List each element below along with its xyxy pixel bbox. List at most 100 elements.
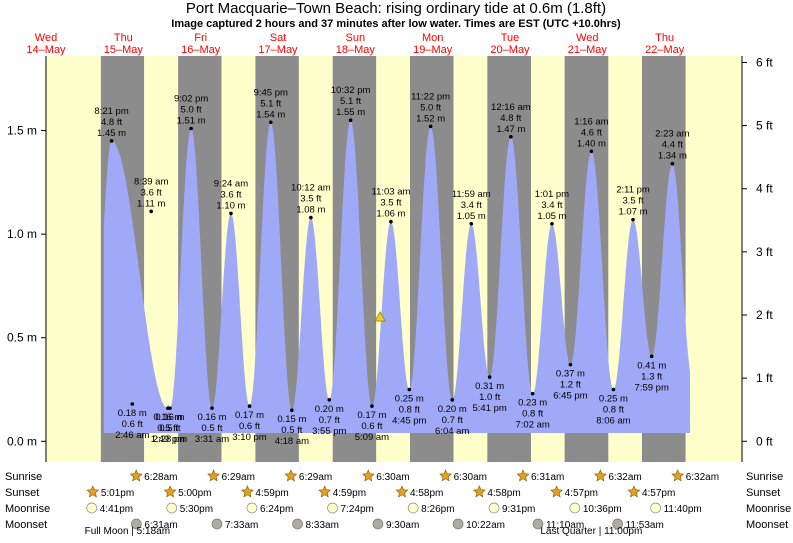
y-right-tick-label: 2 ft (756, 308, 773, 322)
chart-title: Port Macquarie–Town Beach: rising ordina… (186, 0, 606, 17)
moonset-time: 10:22am (466, 520, 505, 531)
day-weekday-label: Fri (194, 32, 207, 44)
tide-label: 0.18 m (118, 408, 147, 419)
tide-label: 0.16 m (153, 412, 182, 423)
tide-label: 0.37 m (556, 369, 585, 380)
tide-label: 1.55 m (336, 107, 365, 118)
tide-label: 9:45 pm (254, 87, 288, 98)
tide-point (130, 402, 135, 406)
tide-label: 9:02 pm (174, 94, 208, 105)
tide-label: 1.2 ft (560, 380, 581, 391)
tide-label: 5.1 ft (340, 96, 361, 107)
tide-label: 6:04 am (435, 426, 469, 437)
y-left-tick-label: 1.0 m (7, 227, 37, 241)
tide-label: 0.16 m (197, 412, 226, 423)
tide-label: 1.51 m (177, 116, 206, 127)
day-date-label: 17–May (258, 44, 298, 56)
moonrise-icon (327, 502, 338, 514)
sunset-icon (472, 485, 486, 498)
tide-label: 8:21 pm (94, 106, 128, 117)
tide-point (568, 362, 573, 367)
tide-label: 7:59 pm (635, 382, 669, 393)
moonset-time: 8:33am (306, 520, 339, 531)
tide-label: 1.45 m (97, 128, 126, 139)
tide-label: 0.41 m (637, 360, 666, 371)
moonset-icon (130, 518, 142, 530)
day-date-label: 19–May (413, 44, 453, 56)
moonset-time: 6:31am (144, 520, 177, 531)
tide-point (428, 124, 433, 129)
tide-label: 8:39 am (134, 176, 168, 187)
day-weekday-label: Sat (270, 32, 287, 44)
tide-label: 1.0 ft (479, 392, 500, 403)
tide-label: 2:11 pm (616, 185, 650, 196)
tide-label: 0.6 ft (361, 421, 382, 432)
sunset-icon (86, 485, 100, 498)
moonrise-icon (246, 502, 258, 514)
tide-label: 1.40 m (577, 138, 606, 149)
tide-level-area (103, 120, 691, 433)
sunrise-icon (594, 469, 607, 482)
tide-label: 4.8 ft (500, 113, 521, 124)
moonrise-icon (86, 502, 98, 514)
tide-label: 3:10 pm (232, 432, 266, 443)
moonrise-time: 8:26pm (421, 504, 454, 515)
sunrise-time: 6:28am (144, 472, 177, 483)
y-right-tick-label: 0 ft (756, 434, 773, 448)
sunset-time: 5:01pm (101, 488, 134, 499)
sunrise-icon (516, 469, 530, 482)
sunrise-icon (129, 469, 143, 482)
tide-point (487, 375, 492, 379)
tide-label: 0.20 m (315, 404, 344, 415)
tide-label: 5.1 ft (260, 98, 281, 109)
tide-label: 12:16 am (491, 102, 531, 113)
moonset-time: 7:33am (225, 520, 258, 531)
tide-label: 0.5 ft (159, 423, 180, 434)
moonrise-icon (166, 502, 178, 514)
tide-label: 4:45 pm (392, 416, 426, 427)
row-label-moonrise: Moonrise (5, 503, 50, 515)
sunset-time: 4:58pm (410, 488, 443, 499)
sunset-time: 4:58pm (487, 488, 520, 499)
sunrise-time: 6:30am (376, 472, 409, 483)
sunset-icon (163, 485, 177, 498)
row-label-sunrise: Sunrise (5, 471, 42, 483)
tide-label: 1.11 m (137, 198, 165, 209)
tide-label: 3:55 pm (312, 426, 346, 437)
tide-point (450, 398, 455, 402)
day-weekday-label: Wed (35, 32, 57, 44)
tide-label: 1:01 pm (535, 189, 569, 200)
sunrise-icon (207, 469, 221, 482)
tide-label: 0.8 ft (603, 405, 624, 416)
tide-label: 0.8 ft (522, 409, 543, 420)
tide-label: 10:12 am (291, 183, 331, 194)
moonset-icon (452, 518, 464, 530)
sunset-time: 4:57pm (565, 488, 598, 499)
tide-label: 11:22 pm (411, 91, 450, 102)
chart-subtitle: Image captured 2 hours and 37 minutes af… (171, 18, 621, 30)
tide-point (309, 215, 313, 220)
axes: 0.0 m 0.5 m 1.0 m 1.5 m 0 ft 1 ft 2 ft 3 ft 4 ft… (7, 55, 773, 462)
day-date-label: 15–May (104, 44, 144, 56)
moonrise-time: 5:30pm (180, 504, 213, 515)
moonrise-icon (650, 502, 661, 514)
sunrise-time: 6:32am (608, 472, 641, 483)
tide-label: 9:24 am (214, 178, 248, 189)
row-label-sunset: Sunset (5, 487, 39, 499)
sunrise-icon (671, 469, 685, 482)
tide-label: 1.10 m (216, 200, 245, 211)
tide-point (407, 387, 412, 392)
tide-label: 1.3 ft (641, 371, 662, 382)
moon-phase-label: Last Quarter | 11:00pm (540, 526, 642, 537)
moonrise-time: 7:24pm (341, 504, 374, 515)
tide-label: 0.31 m (475, 381, 504, 392)
sunrise-time: 6:32am (686, 472, 719, 483)
moonset-icon (211, 518, 223, 530)
moonrise-time: 6:24pm (260, 504, 293, 515)
tide-label: 4.6 ft (581, 127, 602, 138)
tide-point (268, 120, 273, 125)
tide-point (670, 161, 675, 166)
sunrise-icon (439, 469, 452, 482)
tide-point (649, 354, 654, 359)
day-weekday-label: Mon (422, 32, 443, 44)
